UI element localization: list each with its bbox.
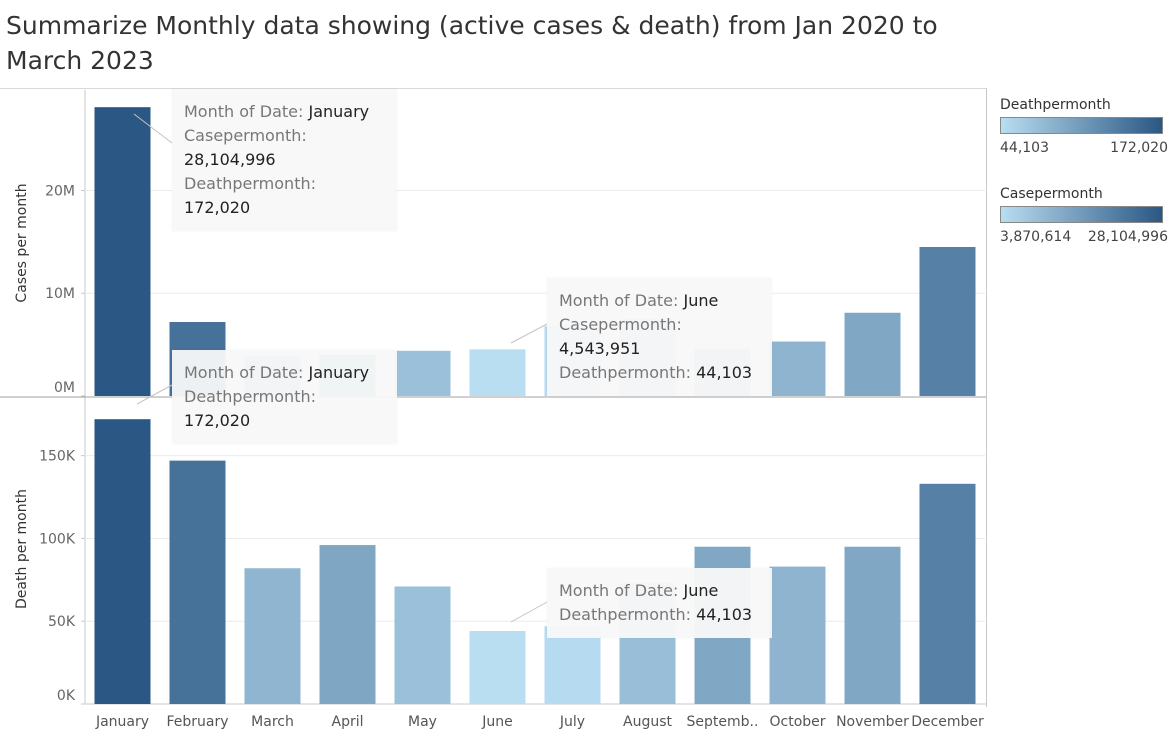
bar <box>844 546 901 704</box>
legend-deathpermonth: Deathpermonth 44,103 172,020 <box>1000 97 1168 156</box>
y-tick-label: 0M <box>54 380 75 396</box>
legend-title: Deathpermonth <box>1000 97 1111 113</box>
x-tick-label: November <box>836 714 909 730</box>
legend-title: Casepermonth <box>1000 186 1103 202</box>
legend-casepermonth: Casepermonth 3,870,614 28,104,996 <box>1000 186 1168 245</box>
y-tick-label: 10M <box>45 286 75 302</box>
x-tick-label: March <box>251 714 294 730</box>
legend-color-ramp <box>1000 117 1163 134</box>
y-tick-label: 150K <box>39 449 76 465</box>
bar <box>544 626 601 704</box>
tooltip-pointer <box>136 384 173 405</box>
tooltip-pointer <box>510 323 548 344</box>
bar <box>319 545 376 704</box>
legend-min: 3,870,614 <box>1000 229 1072 245</box>
x-tick-label: June <box>481 714 513 730</box>
y-tick-label: 0K <box>57 688 76 704</box>
x-tick-label: August <box>623 714 673 730</box>
x-tick-label: Septemb.. <box>687 714 759 730</box>
legend-min: 44,103 <box>1000 140 1049 156</box>
bar <box>244 568 301 704</box>
y-axis-label: Death per month <box>14 489 30 609</box>
bar <box>919 247 976 396</box>
chart-frame <box>0 88 987 707</box>
chart-title: Summarize Monthly data showing (active c… <box>6 11 938 75</box>
legend-max: 172,020 <box>1110 140 1168 156</box>
tooltip-cases-june: Month of Date: June Casepermonth: 4,543,… <box>547 278 772 396</box>
y-tick-label: 20M <box>45 183 75 199</box>
x-tick-label: October <box>769 714 825 730</box>
bar <box>919 483 976 704</box>
bar <box>769 341 826 396</box>
bar <box>169 460 226 704</box>
tooltip-pointer <box>510 601 548 623</box>
x-tick-label: May <box>408 714 437 730</box>
x-tick-label: January <box>95 714 149 730</box>
y-tick-label: 50K <box>48 614 76 630</box>
y-tick-label: 100K <box>39 531 76 547</box>
legend-max: 28,104,996 <box>1087 229 1168 245</box>
bar <box>769 566 826 704</box>
bar <box>94 419 151 704</box>
tooltip-pointer <box>133 113 173 144</box>
tooltip-death-january: Month of Date: January Deathpermonth: 17… <box>172 350 397 444</box>
x-tick-label: December <box>911 714 984 730</box>
bar <box>94 107 151 397</box>
x-tick-label: July <box>559 714 585 730</box>
x-tick-label: April <box>332 714 364 730</box>
bar <box>469 630 526 704</box>
y-axis-label: Cases per month <box>14 183 30 302</box>
bar <box>394 586 451 704</box>
legend-color-ramp <box>1000 206 1163 223</box>
bar <box>469 349 526 396</box>
x-tick-label: February <box>166 714 228 730</box>
bar <box>844 312 901 396</box>
tooltip-death-june: Month of Date: June Deathpermonth: 44,10… <box>547 568 772 638</box>
bar <box>394 350 451 396</box>
tooltip-cases-january: Month of Date: January Casepermonth: 28,… <box>172 89 397 231</box>
